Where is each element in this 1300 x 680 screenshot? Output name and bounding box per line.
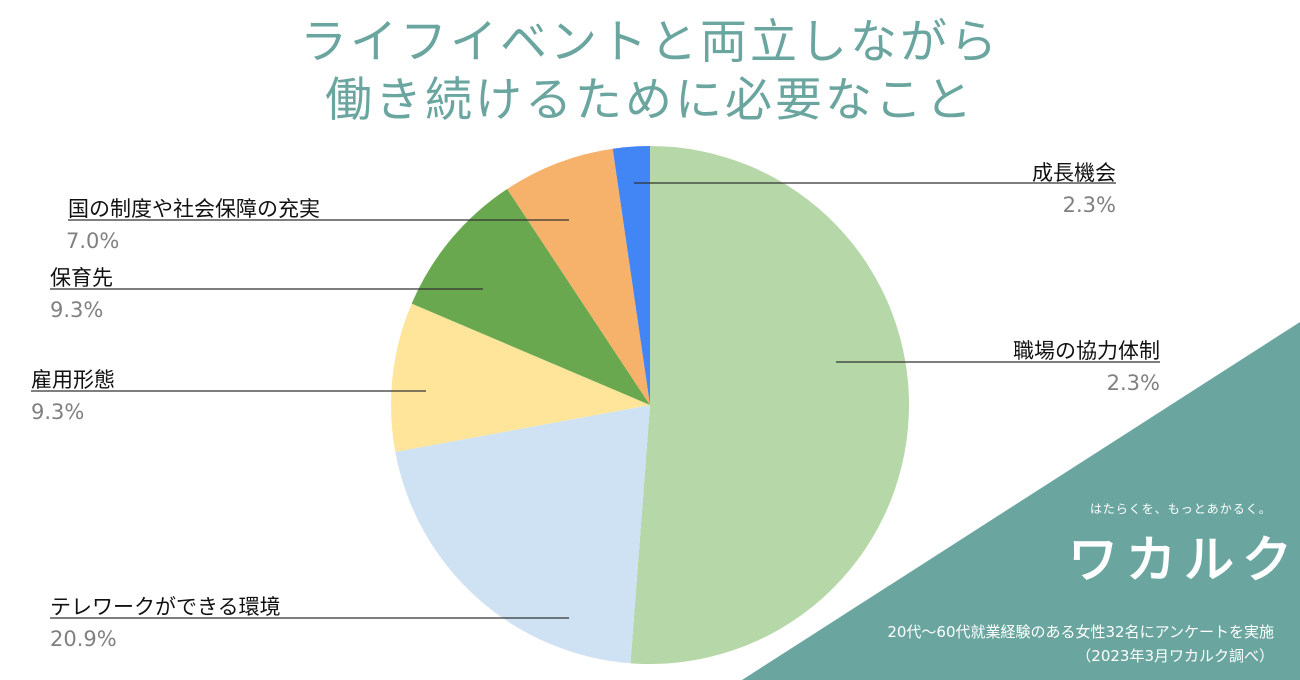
- slice-value-label: 2.3%: [1062, 193, 1116, 217]
- survey-note: 20代～60代就業経験のある女性32名にアンケートを実施 （2023年3月ワカル…: [887, 620, 1274, 668]
- leader-lines: [31, 182, 1160, 619]
- pie-slice-2: [390, 303, 650, 452]
- chart-title: ライフイベントと両立しながら 働き続けるために必要なこと: [0, 14, 1300, 130]
- slice-value-label: 9.3%: [31, 400, 85, 424]
- pie-slice-0: [630, 146, 910, 664]
- slice-name-label: 国の制度や社会保障の充実: [68, 197, 320, 221]
- slice-name-label: 成長機会: [1032, 161, 1116, 185]
- label-shokuba: 職場の協力体制 2.3%: [1013, 338, 1160, 396]
- label-hoikusaki: 保育先 9.3%: [50, 265, 113, 323]
- slice-name-label: 雇用形態: [31, 368, 115, 392]
- label-seichou: 成長機会 2.3%: [1032, 160, 1116, 218]
- chart-title-line-1: ライフイベントと両立しながら: [300, 15, 1000, 70]
- label-kuni-seido: 国の制度や社会保障の充実 7.0%: [66, 196, 320, 254]
- pie-slice-3: [411, 188, 650, 405]
- pie-slice-1: [395, 405, 650, 664]
- brand-tagline: はたらくを、もっとあかるく。: [1090, 502, 1272, 516]
- slice-name-label: テレワークができる環境: [50, 595, 281, 619]
- chart-title-line-2: 働き続けるために必要なこと: [325, 73, 975, 128]
- survey-note-line-2: （2023年3月ワカルク調べ）: [1076, 647, 1274, 665]
- slice-value-label: 9.3%: [50, 298, 104, 322]
- slice-name-label: 職場の協力体制: [1013, 339, 1160, 363]
- label-koyou-keitai: 雇用形態 9.3%: [31, 367, 115, 425]
- pie-slice-5: [612, 146, 650, 405]
- brand-logo: ワカルク: [1068, 531, 1300, 589]
- slice-value-label: 20.9%: [50, 627, 117, 651]
- slice-value-label: 2.3%: [1106, 371, 1160, 395]
- pie-slice-4: [507, 148, 650, 406]
- survey-note-line-1: 20代～60代就業経験のある女性32名にアンケートを実施: [887, 623, 1274, 641]
- slice-name-label: 保育先: [50, 266, 113, 290]
- slice-value-label: 7.0%: [66, 229, 120, 253]
- label-telework: テレワークができる環境 20.9%: [50, 594, 281, 652]
